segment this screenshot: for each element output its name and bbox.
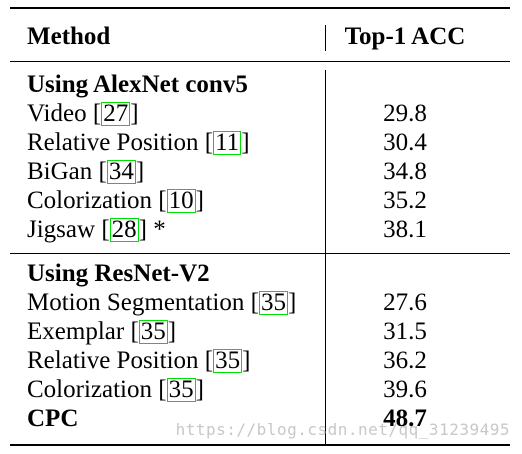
method-name: Motion Segmentation xyxy=(27,289,245,316)
table-row-value: 27.6 xyxy=(383,289,427,316)
citation: [27] xyxy=(92,100,139,127)
table-row-value: 29.8 xyxy=(383,100,427,127)
method-suffix: * xyxy=(146,216,166,243)
citation-link[interactable]: 35 xyxy=(166,376,196,403)
table-row-method: Colorization [35] xyxy=(27,375,204,404)
method-name: Relative Position xyxy=(27,129,199,156)
citation: [11] xyxy=(204,129,250,156)
citation-link[interactable]: 28 xyxy=(109,216,139,243)
column-divider xyxy=(325,25,326,51)
citation: [10] xyxy=(158,187,204,214)
table-row-method: Relative Position [11] xyxy=(27,128,250,157)
method-name: BiGan xyxy=(27,158,93,185)
method-name: Colorization xyxy=(27,187,152,214)
table-row-value: 31.5 xyxy=(383,318,427,345)
table-row-value: 30.4 xyxy=(383,129,427,156)
table-row-method: Video [27] xyxy=(27,99,139,128)
header-metric: Top-1 ACC xyxy=(344,23,466,50)
table-row-value: 39.6 xyxy=(383,376,427,403)
table-row-method: BiGan [34] xyxy=(27,157,144,186)
final-row-value: 48.7 xyxy=(383,405,427,432)
section-title: Using ResNet-V2 xyxy=(27,260,210,287)
citation: [28] xyxy=(101,216,147,243)
method-name: Jigsaw xyxy=(27,216,96,243)
table-row-value: 35.2 xyxy=(383,187,427,214)
header-rule xyxy=(10,61,510,62)
citation-link[interactable]: 10 xyxy=(166,187,196,214)
table-row-method: Relative Position [35] xyxy=(27,346,250,375)
citation-link[interactable]: 34 xyxy=(106,158,136,185)
column-divider xyxy=(325,70,326,445)
bottom-rule xyxy=(10,444,510,446)
citation-link[interactable]: 11 xyxy=(213,129,242,156)
table-row-method: Exemplar [35] xyxy=(27,317,176,346)
table-row-value: 38.1 xyxy=(383,216,427,243)
section-rule xyxy=(10,253,510,254)
citation: [35] xyxy=(250,289,297,316)
table-row-method: Motion Segmentation [35] xyxy=(27,288,296,317)
citation-link[interactable]: 35 xyxy=(258,289,288,316)
citation-link[interactable]: 35 xyxy=(138,318,168,345)
method-name: Relative Position xyxy=(27,347,199,374)
citation: [34] xyxy=(98,158,145,185)
table-row-value: 34.8 xyxy=(383,158,427,185)
table-row-value: 36.2 xyxy=(383,347,427,374)
method-name: Video xyxy=(27,100,87,127)
table-row-method: Jigsaw [28] * xyxy=(27,215,166,244)
citation: [35] xyxy=(158,376,204,403)
top-rule xyxy=(10,7,510,9)
method-name: Exemplar xyxy=(27,318,125,345)
watermark-text: https://blog.csdn.net/qq_31239495 xyxy=(175,420,510,439)
citation: [35] xyxy=(130,318,177,345)
section-title: Using AlexNet conv5 xyxy=(27,71,248,98)
citation-link[interactable]: 35 xyxy=(213,347,243,374)
final-row-method: CPC xyxy=(27,405,79,432)
header-method: Method xyxy=(27,23,111,50)
method-name: Colorization xyxy=(27,376,152,403)
table-row-method: Colorization [10] xyxy=(27,186,204,215)
citation: [35] xyxy=(204,347,251,374)
citation-link[interactable]: 27 xyxy=(101,100,131,127)
